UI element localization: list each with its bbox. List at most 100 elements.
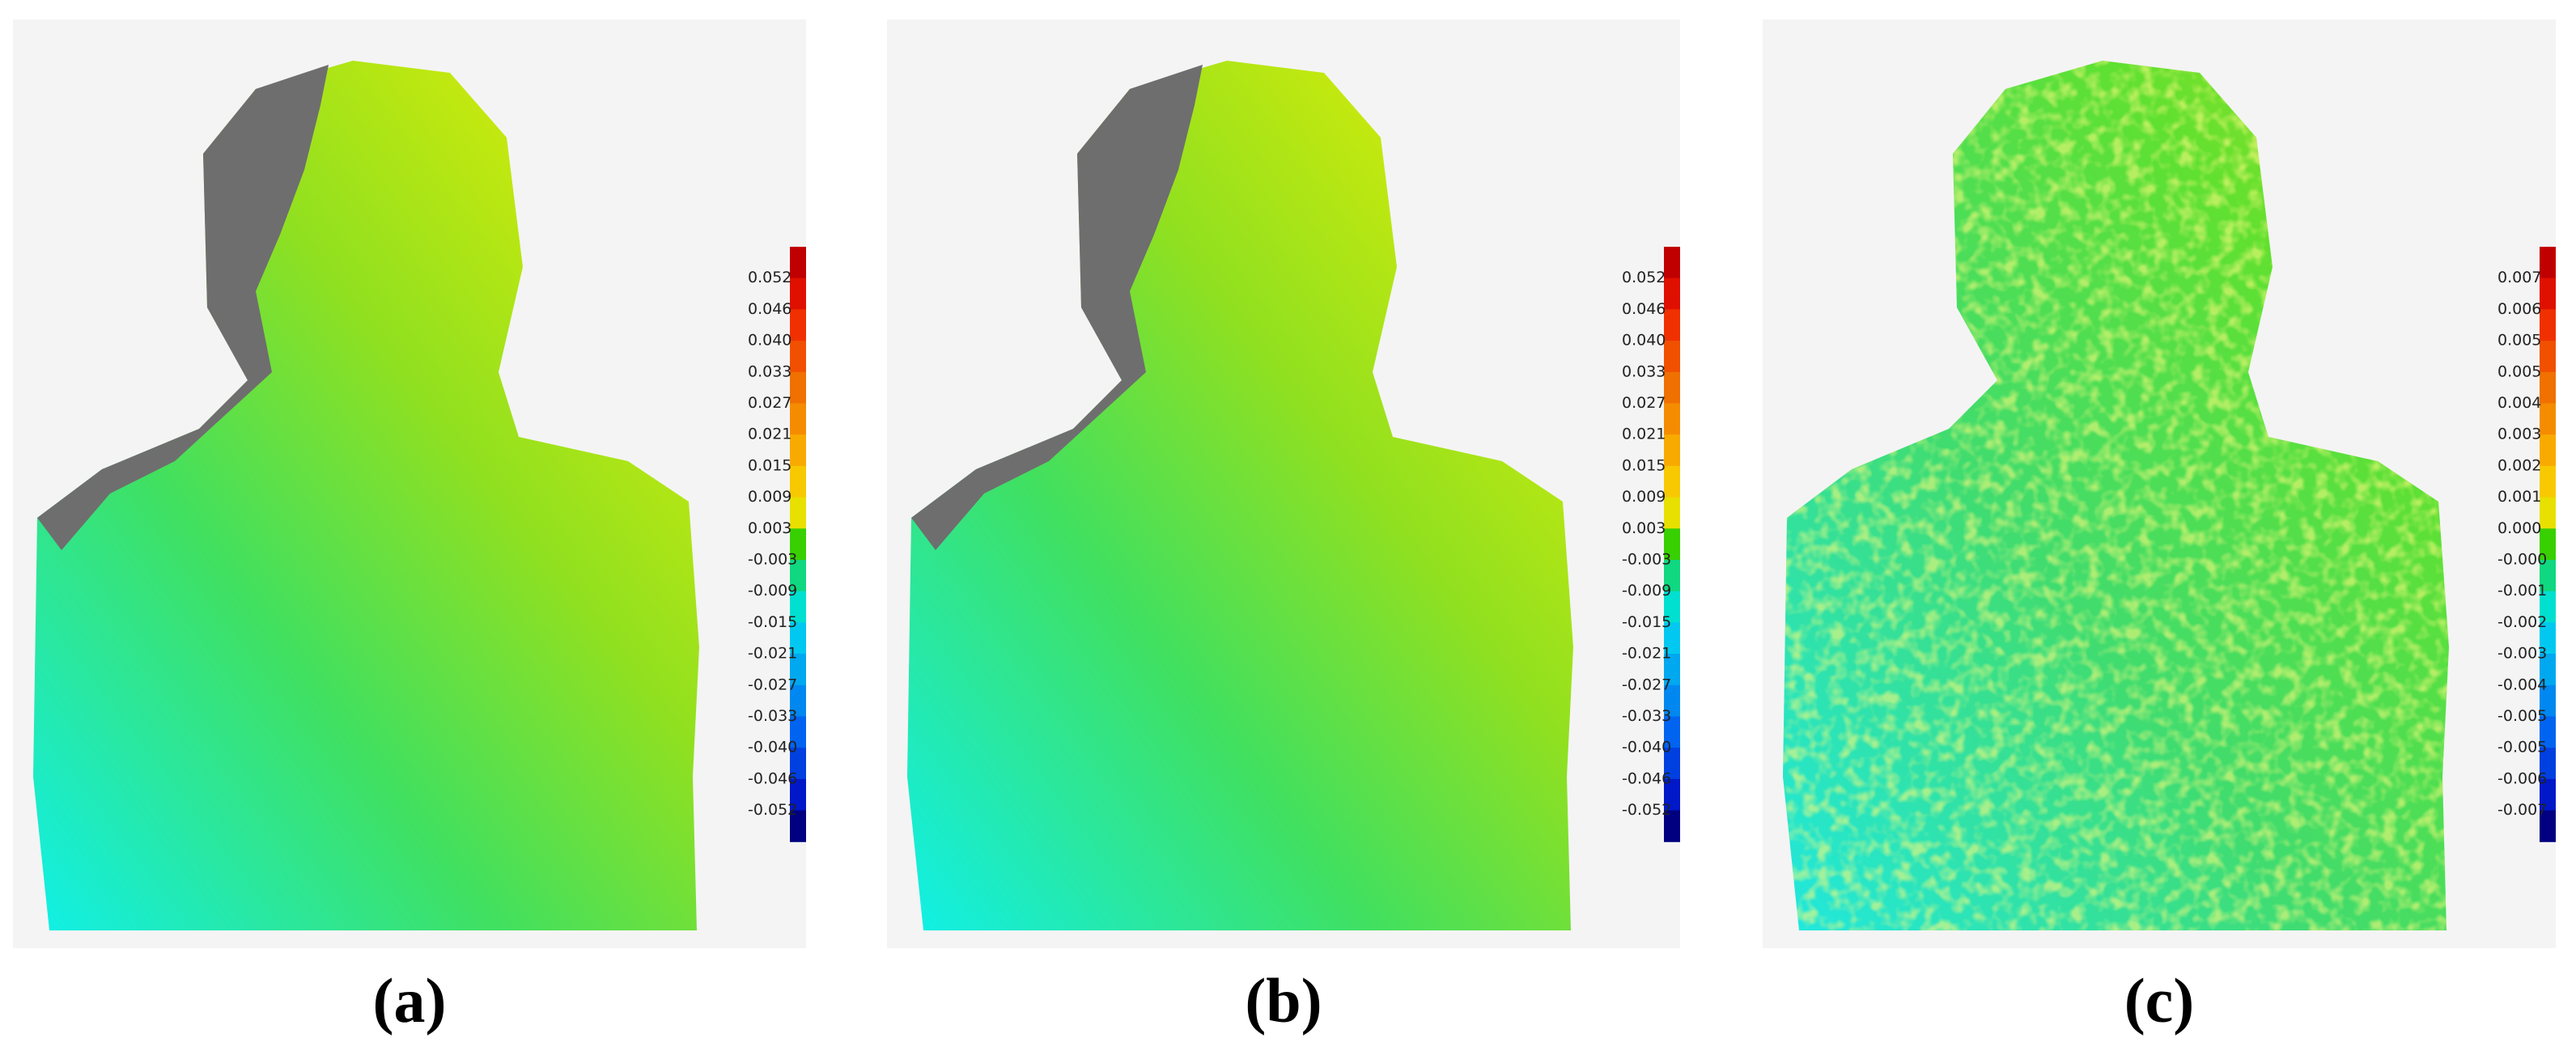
colorbar-segment [790, 810, 806, 842]
caption: (b) [1245, 965, 1322, 1036]
caption: (c) [2124, 965, 2195, 1036]
scale-label: 0.005 [2497, 362, 2541, 380]
colorbar-segment [790, 465, 806, 498]
scale-label: 0.033 [748, 362, 791, 380]
colorbar-segment [1664, 371, 1680, 404]
colorbar-segment [2540, 341, 2556, 373]
scale-label: 0.003 [2497, 426, 2541, 443]
colorbar-segment [790, 403, 806, 435]
scale-label: 0.021 [1622, 426, 1666, 443]
scale-label: -0.052 [748, 801, 797, 819]
panel: 0.052 0.046 0.040 0.033 0.027 0.021 0.015 0.009… [887, 19, 1680, 1036]
scale-label: -0.003 [748, 551, 797, 569]
panel: 0.052 0.046 0.040 0.033 0.027 0.021 0.015 0.009… [13, 19, 806, 1036]
colorbar-segment [2540, 278, 2556, 310]
bust-model [33, 61, 699, 930]
colorbar-segment [1664, 497, 1680, 529]
scale-label: 0.005 [2497, 332, 2541, 350]
unmatched-region [911, 65, 1203, 550]
surface-texture [1783, 61, 2449, 930]
colorbar-segment [2540, 591, 2556, 623]
scale-label: 0.052 [748, 269, 791, 286]
colorbar-segment [790, 622, 806, 655]
colorbar-segment [790, 278, 806, 310]
scale-label: -0.027 [1622, 676, 1671, 693]
colorbar-segment [2540, 247, 2556, 279]
colorbar-segment [790, 497, 806, 529]
colorbar-segment [1664, 654, 1680, 686]
scale-label: 0.002 [2497, 456, 2541, 474]
scale-label: 0.052 [1622, 269, 1666, 286]
colorbar-segment [1664, 403, 1680, 435]
scale-label: 0.000 [2497, 519, 2541, 537]
scale-label: -0.000 [2497, 551, 2547, 569]
scale-label: -0.027 [748, 676, 797, 693]
scale-label: -0.004 [2497, 676, 2547, 693]
scale-label: -0.005 [2497, 707, 2547, 725]
colorbar-segment [1664, 778, 1680, 811]
scale-label: -0.046 [1622, 769, 1671, 787]
colorbar-segment [2540, 560, 2556, 592]
bust-model [907, 61, 1573, 930]
bust-model [1783, 61, 2449, 930]
scale-label: -0.015 [748, 613, 797, 631]
scale-label: -0.021 [1622, 645, 1671, 663]
scale-label: 0.015 [1622, 456, 1666, 474]
colorbar-segment [1664, 528, 1680, 561]
scale-label: -0.005 [2497, 739, 2547, 756]
scale-label: -0.002 [2497, 613, 2547, 631]
scale-label: -0.001 [2497, 582, 2547, 600]
scale-label: 0.040 [748, 332, 791, 350]
scale-label: 0.027 [1622, 394, 1666, 412]
colorbar-segment [2540, 622, 2556, 655]
colorbar-segment [1664, 341, 1680, 373]
scale-label: -0.033 [1622, 707, 1671, 725]
colorbar-segment [1664, 810, 1680, 842]
scale-label: -0.015 [1622, 613, 1671, 631]
scale-label: 0.006 [2497, 300, 2541, 318]
colorbar-segment [2540, 810, 2556, 842]
colorbar-segment [1664, 591, 1680, 623]
colorbar-segment [790, 528, 806, 561]
scale-label: 0.003 [748, 519, 791, 537]
colorbar-segment [1664, 622, 1680, 655]
unmatched-region [37, 65, 329, 550]
colorbar-segment [1664, 278, 1680, 310]
bust-surface [33, 61, 699, 930]
bust-surface [907, 61, 1573, 930]
scale-label: 0.004 [2497, 394, 2541, 412]
scale-label: -0.007 [2497, 801, 2547, 819]
colorbar-segment [790, 341, 806, 373]
colorbar-segment [1664, 465, 1680, 498]
colorbar-segment [1664, 716, 1680, 748]
scale-label: -0.046 [748, 769, 797, 787]
scale-label: 0.021 [748, 426, 791, 443]
colorbar-segment [2540, 748, 2556, 780]
colorbar-segment [1664, 684, 1680, 717]
colorbar-segment [790, 371, 806, 404]
colorbar-segment [790, 654, 806, 686]
scale-label: -0.033 [748, 707, 797, 725]
scale-label: -0.009 [1622, 582, 1671, 600]
colorbar-segment [1664, 434, 1680, 467]
colorbar-segment [790, 309, 806, 341]
colorbar-segment [1664, 748, 1680, 780]
scale-label: -0.021 [748, 645, 797, 663]
colorbar-segment [2540, 403, 2556, 435]
scale-label: 0.001 [2497, 488, 2541, 506]
colorbar-segment [2540, 465, 2556, 498]
colorbar-segment [790, 591, 806, 623]
colorbar-segment [790, 247, 806, 279]
colorbar-segment [790, 748, 806, 780]
scale-label: 0.007 [2497, 269, 2541, 286]
scale-label: 0.009 [1622, 488, 1666, 506]
scale-label: -0.040 [748, 739, 797, 756]
colorbar-segment [1664, 247, 1680, 279]
scale-label: 0.046 [748, 300, 791, 318]
scale-label: 0.033 [1622, 362, 1666, 380]
colorbar-segment [2540, 684, 2556, 717]
scale-label: -0.003 [1622, 551, 1671, 569]
colorbar-segment [2540, 309, 2556, 341]
colorbar-segment [2540, 371, 2556, 404]
